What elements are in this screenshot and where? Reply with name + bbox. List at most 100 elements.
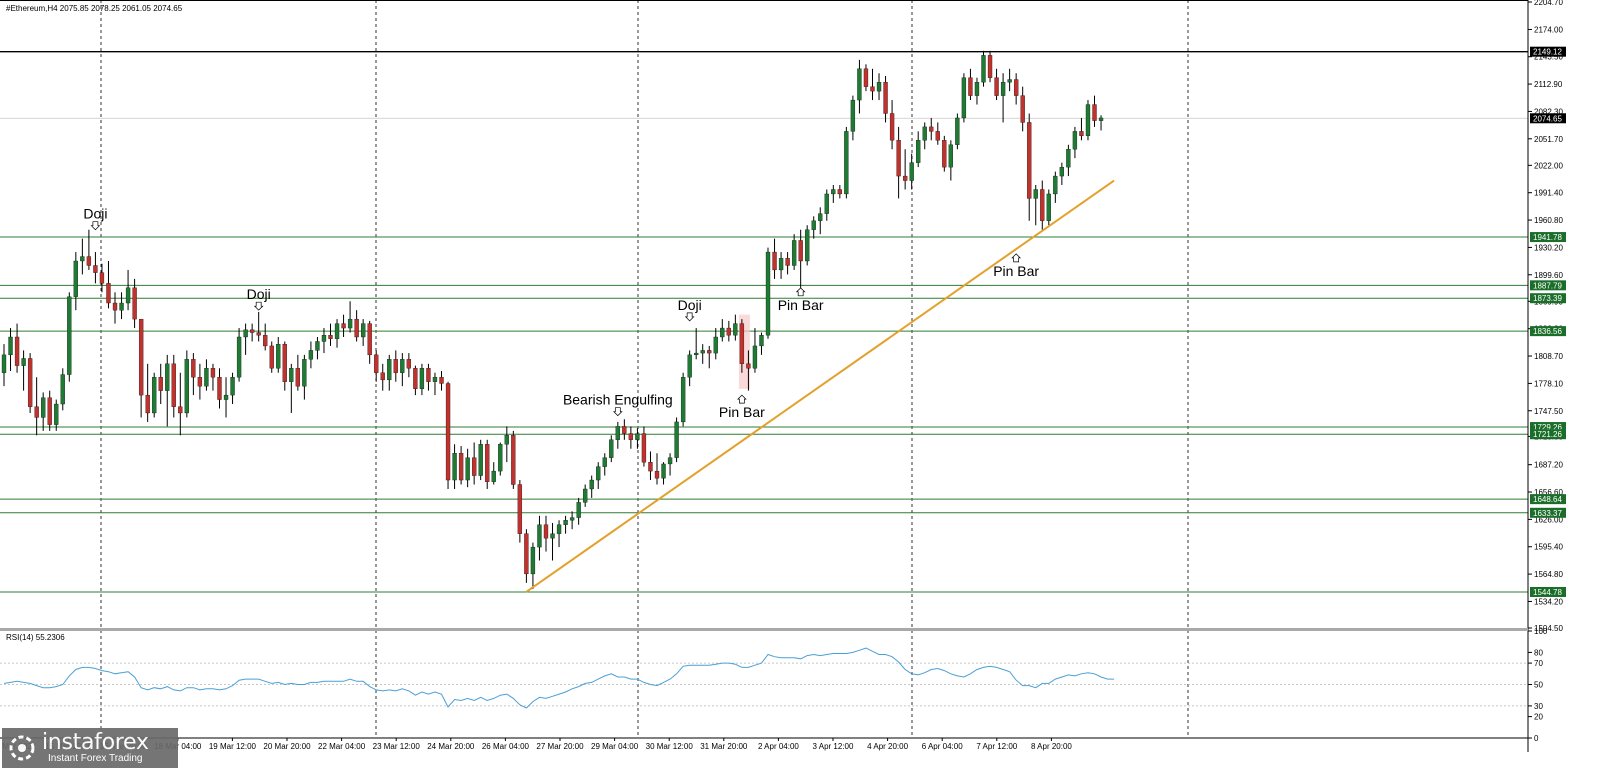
level-tag-bg [1530, 280, 1566, 291]
rsi-panel: RSI(14) 55.2306 100 80 70 50 30 20 0 [0, 627, 1548, 743]
bear-candle-body [929, 126, 934, 132]
candle [445, 381, 451, 489]
bull-candle-body [948, 144, 953, 168]
candle [269, 341, 274, 373]
pattern-annotation: Bearish Engulfing [563, 392, 673, 417]
candle [981, 50, 986, 87]
bear-candle-body [1092, 104, 1097, 121]
candle [204, 359, 209, 391]
bear-candle-body [269, 345, 274, 369]
time-label: 19 Mar 12:00 [209, 742, 257, 751]
bear-candle-body [641, 433, 647, 463]
bear-candle-body [256, 332, 261, 336]
bull-candle-body [41, 397, 46, 418]
bull-candle-body [824, 193, 829, 214]
bull-candle-body [1053, 175, 1058, 195]
bear-candle-body [106, 283, 111, 304]
level-tag: 1648.64 [1530, 494, 1566, 505]
bull-candle-body [596, 466, 601, 481]
candle [276, 336, 281, 373]
bull-candle-body [844, 131, 849, 195]
bear-candle-body [367, 323, 372, 356]
level-tag-bg [1530, 429, 1566, 440]
candle [27, 353, 33, 413]
candle [282, 341, 287, 391]
pattern-annotation: Pin Bar [778, 287, 824, 313]
bear-candle-body [138, 318, 144, 396]
candle [674, 417, 679, 463]
candle [73, 252, 78, 311]
level-tag-label: 1544.78 [1533, 588, 1562, 597]
bull-candle-body [720, 327, 725, 338]
candle [589, 475, 594, 498]
candle [720, 319, 725, 342]
candle [54, 399, 59, 431]
bull-candle-body [165, 363, 170, 391]
bull-candle-body [360, 323, 366, 338]
bear-candle-body [739, 323, 745, 364]
level-tag: 1873.39 [1530, 293, 1566, 304]
candle [413, 365, 418, 396]
candle [1059, 162, 1065, 186]
candle [785, 252, 790, 275]
candle [569, 511, 575, 530]
annotation-label: Pin Bar [719, 404, 765, 420]
candle [550, 522, 555, 561]
bull-candle-body [876, 82, 882, 92]
bear-candle-body [883, 82, 888, 114]
bull-candle-body [759, 335, 764, 347]
candle [739, 319, 745, 373]
bear-candle-body [1020, 95, 1025, 123]
time-label: 2 Apr 04:00 [758, 742, 799, 751]
candle [517, 480, 523, 543]
candle [530, 542, 536, 590]
candle [700, 344, 705, 364]
candle [1079, 117, 1084, 141]
candle [778, 252, 784, 279]
candle [367, 320, 372, 364]
candle [543, 515, 549, 552]
bear-candle-body [132, 287, 137, 320]
candle [844, 126, 849, 199]
rsi-line [3, 647, 1115, 709]
bull-candle-body [576, 502, 581, 518]
bear-candle-body [726, 327, 731, 336]
price-tick-label: 2082.30 [1534, 107, 1563, 116]
candle [360, 319, 366, 346]
bull-candle-body [387, 359, 392, 381]
bull-candle-body [680, 377, 686, 423]
bull-candle-body [125, 287, 131, 304]
level-tag-bg [1530, 422, 1566, 433]
bear-candle-body [870, 86, 875, 92]
arrow-down-icon [684, 312, 695, 322]
candle [641, 426, 647, 467]
bear-candle-body [86, 256, 92, 266]
candle [295, 354, 301, 391]
candle [60, 368, 65, 411]
pattern-annotation: Doji [678, 297, 702, 322]
candle [922, 122, 927, 150]
level-tag-label: 1721.26 [1533, 430, 1562, 439]
level-tag-label: 1887.79 [1533, 281, 1562, 290]
candle [400, 353, 405, 387]
bull-candle-body [400, 359, 405, 373]
candle [478, 439, 483, 481]
bull-candle-body [60, 374, 65, 405]
bull-candle-body [21, 358, 26, 366]
bear-candle-body [354, 318, 359, 338]
candle [99, 263, 105, 293]
price-tick-label: 1534.20 [1534, 597, 1563, 606]
candle [432, 372, 438, 396]
bull-candle-body [223, 394, 229, 400]
bear-candle-body [210, 368, 216, 378]
bull-candle-body [569, 517, 575, 521]
candle [256, 311, 261, 342]
rsi-tick-label: 70 [1534, 659, 1543, 668]
candle [93, 252, 98, 284]
level-tag-label: 1633.37 [1533, 509, 1562, 518]
bull-candle-body [67, 296, 72, 375]
level-tag-bg [1530, 507, 1566, 518]
panel-separator [0, 628, 1528, 631]
level-tag-label: 1729.26 [1533, 423, 1562, 432]
bull-candle-body [308, 350, 314, 360]
